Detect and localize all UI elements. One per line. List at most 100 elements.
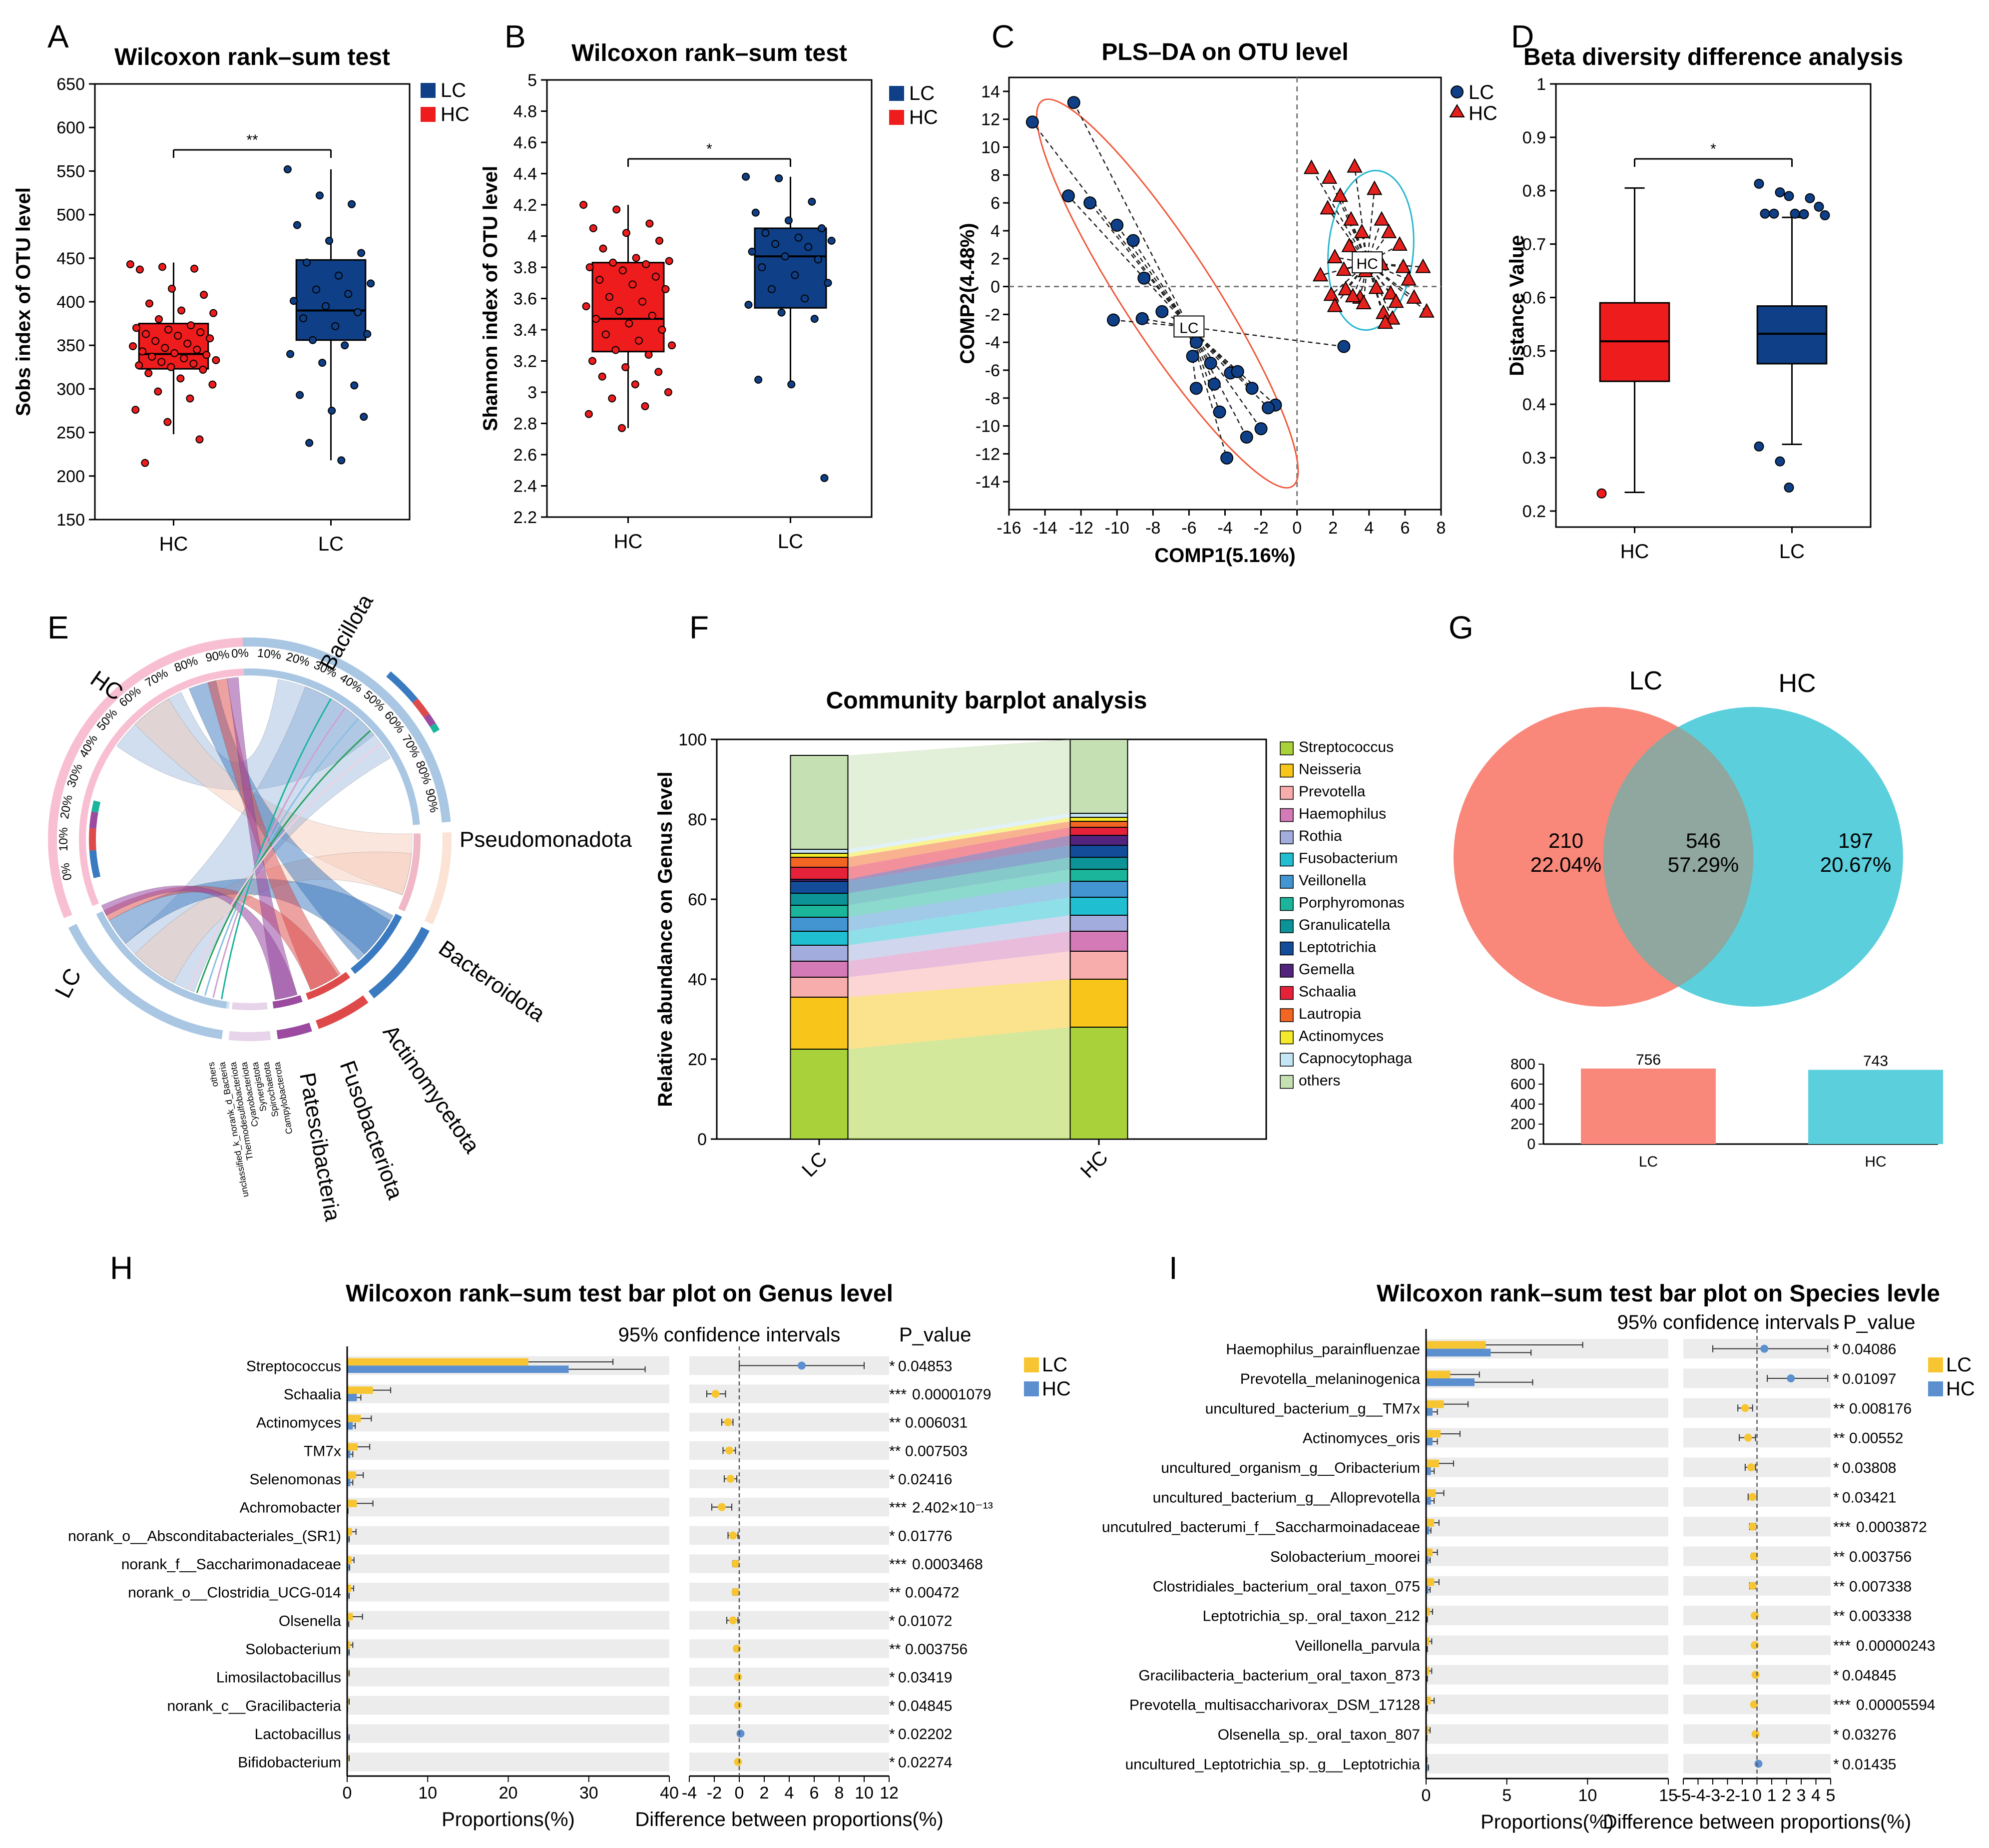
data-point-LC [827,236,836,245]
data-point-LC [296,391,304,399]
phylum-label: Bacteroidota [434,936,549,1027]
row-band [689,1724,889,1743]
p-stars: *** [889,1500,907,1516]
data-point-LC [751,208,760,217]
band-LC [89,828,96,851]
bar-value-label: 743 [1863,1053,1888,1069]
y-tick-label: 2.8 [513,415,537,434]
box-LC [295,259,367,341]
bar-HC [347,1422,353,1430]
data-point-LC [312,285,321,294]
chord-line [221,698,332,1000]
bar-HC [1426,1764,1428,1772]
p-stars: * [1833,1341,1839,1358]
x-tick-label: HC [1620,541,1649,563]
legend-swatch [1280,897,1294,911]
x-axis-label-diff: Difference between proportions(%) [635,1809,943,1831]
row-label: Clostridiales_bacterium_oral_taxon_075 [1153,1578,1420,1595]
bar-HC [347,1450,351,1458]
panel-label-D: D [1511,18,1534,54]
diff-point [729,1616,737,1625]
row-label: Schaalia [284,1386,341,1403]
data-point-LC [1790,208,1800,219]
data-point-HC [209,309,218,317]
chart-title-B: Wilcoxon rank–sum test [571,40,847,66]
y-tick-label: 4.4 [513,165,537,184]
legend-swatch-LC [421,83,436,98]
bar-HC [1426,1586,1429,1594]
data-point-HC [158,263,166,271]
x-tick-label: 10 [418,1784,437,1803]
data-point-HC [131,406,140,414]
ci-header: 95% confidence intervals [618,1324,841,1346]
row-band [347,1611,669,1630]
bar-LC [347,1471,356,1479]
y-tick-label: 350 [56,336,85,355]
legend-label-HC: HC [441,103,470,125]
x-tick-label: 6 [810,1784,819,1803]
p-value: 0.02274 [898,1755,952,1771]
data-point-LC [357,249,366,257]
sector-Pseudomonadota [424,832,452,925]
chord-line [212,707,346,998]
data-point-HC [1381,223,1397,238]
diff-point [734,1758,742,1766]
row-label: uncultured_bacterium_g__TM7x [1205,1400,1420,1417]
row-band [1426,1487,1668,1507]
data-point-HC [163,418,172,426]
panel-H: H Wilcoxon rank–sum test bar plot on Genu… [68,1250,1071,1831]
y-tick-label: 4 [527,227,537,246]
y-tick-label: 0.9 [1522,128,1546,147]
data-point-HC [1336,261,1352,276]
data-point-LC [820,474,829,482]
flow-band-Leptotrichia [848,845,1070,893]
bar-segment-Rothia [1069,915,1128,932]
data-point-LC [758,263,766,271]
row-label: Leptotrichia_sp._oral_taxon_212 [1203,1608,1420,1625]
data-point-HC [592,315,600,323]
bar-HC [1426,1378,1475,1386]
y-tick-label: 150 [56,511,85,530]
data-point-HC [661,285,670,293]
x-tick-label: 2 [760,1784,769,1803]
legend-swatch-HC [1449,104,1465,117]
data-point-LC [302,258,311,267]
data-point-HC [161,344,169,352]
diff-point [729,1531,737,1540]
data-point-LC [1231,365,1244,378]
legend-swatch-HC [889,110,904,125]
y-tick-label: 4.8 [513,102,537,121]
data-point-HC [155,315,163,323]
y-tick-label: 3.6 [513,290,537,309]
centroid-label-LC: LC [1179,320,1198,336]
venn-overlap [1603,727,1754,987]
p-stars: ** [1833,1549,1845,1565]
diff-point [1741,1404,1749,1412]
row-band [347,1384,669,1403]
bar-HC [1426,1497,1431,1505]
ci-header: 95% confidence intervals [1617,1311,1840,1333]
row-band [347,1441,669,1460]
legend-label: others [1299,1073,1340,1089]
centroid-box-LC [1173,315,1205,338]
chart-title-F: Community barplot analysis [826,687,1147,714]
legend-label: Gemella [1299,961,1355,978]
x-tick-label: HC [614,531,643,553]
diff-point [1760,1344,1769,1353]
p-value: 0.03808 [1842,1460,1896,1476]
bar-segment-Prevotella [790,977,849,998]
legend-label: Streptococcus [1299,739,1394,755]
chart-title-A: Wilcoxon rank–sum test [114,44,390,70]
y-tick-label: 0.7 [1522,235,1546,254]
row-band [347,1582,669,1602]
diff-point [798,1361,806,1370]
p-value: 0.00472 [905,1585,959,1601]
x-tick-label: HC [1865,1154,1886,1170]
x-tick-label: 0 [1422,1786,1431,1805]
y-tick-label: 0.6 [1522,288,1546,307]
data-point-HC [611,346,620,354]
legend-label: Rothia [1299,828,1342,844]
row-band [1426,1724,1668,1744]
y-tick-label: -4 [985,333,1000,352]
